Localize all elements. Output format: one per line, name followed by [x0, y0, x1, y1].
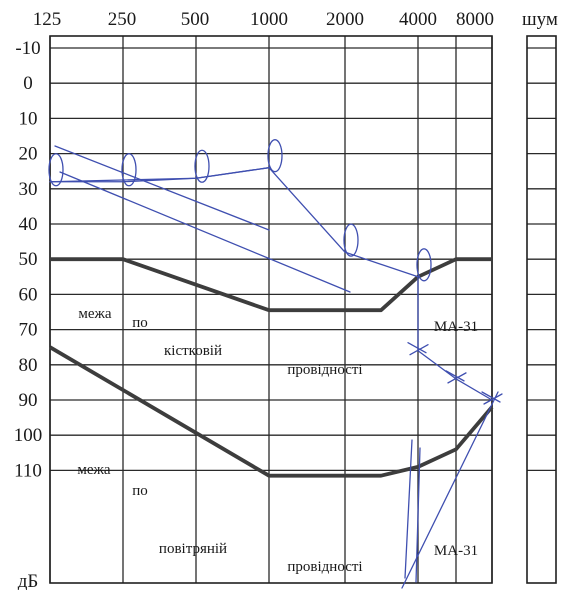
- limit-annotations: межа по кістковій провідності MA-31 межа по пов…: [77, 306, 478, 575]
- x-tick-label: 125: [33, 9, 62, 30]
- handwritten-cross-mark: [445, 370, 467, 384]
- air-limit-label: по: [132, 483, 148, 499]
- air-limit-label: межа: [77, 462, 111, 478]
- bone-conduction-limit-line: [50, 257, 492, 313]
- audiogram-frame: [49, 35, 493, 584]
- handwritten-cross-mark: [481, 391, 503, 405]
- y-tick-label: 60: [19, 284, 38, 305]
- bone-limit-label: кістковій: [164, 343, 222, 359]
- handwritten-stroke: [54, 145, 270, 231]
- handwritten-bone-trace: [49, 167, 493, 401]
- x-tick-label: 2000: [326, 9, 364, 30]
- x-tick-labels: 125 250 500 1000 2000 4000 8000: [33, 9, 494, 30]
- air-limit-label: повітряній: [159, 541, 227, 557]
- y-tick-label: 40: [19, 214, 38, 235]
- handwritten-stroke: [401, 391, 499, 589]
- noise-column-label: шум: [522, 9, 558, 30]
- air-device-label: MA-31: [434, 543, 478, 559]
- air-conduction-limit-line: [49, 345, 494, 478]
- threshold-limit-lines: [49, 257, 494, 478]
- y-tick-label: 20: [19, 144, 38, 165]
- handwritten-stroke: [415, 447, 421, 583]
- handwritten-cross-mark: [407, 342, 429, 356]
- y-tick-label: 80: [19, 355, 38, 376]
- y-tick-label: 0: [23, 73, 33, 94]
- y-tick-label: 30: [19, 179, 38, 200]
- y-tick-label: 50: [19, 249, 38, 270]
- y-tick-label: 90: [19, 390, 38, 411]
- handwritten-loop-mark: [267, 139, 283, 173]
- handwritten-loop-mark: [121, 153, 137, 187]
- y-tick-label: -10: [15, 38, 40, 59]
- x-tick-label: 500: [181, 9, 210, 30]
- y-axis-unit-label: дБ: [18, 571, 39, 590]
- y-tick-labels: -10 0 10 20 30 40 50 60 70 80 90 100 110: [14, 38, 43, 481]
- x-tick-label: 1000: [250, 9, 288, 30]
- handwritten-loop-mark: [48, 153, 64, 187]
- bone-device-label: MA-31: [434, 319, 478, 335]
- y-tick-label: 110: [14, 460, 42, 481]
- handwritten-audiogram-trace: [48, 139, 503, 589]
- noise-column: [526, 35, 557, 584]
- y-tick-label: 70: [19, 320, 38, 341]
- handwritten-stroke: [59, 171, 351, 293]
- handwritten-loop-mark: [194, 149, 210, 183]
- y-tick-label: 10: [19, 108, 38, 129]
- y-tick-label: 100: [14, 425, 43, 446]
- air-limit-label: провідності: [287, 559, 362, 575]
- bone-limit-label: межа: [78, 306, 112, 322]
- handwritten-loop-mark: [343, 223, 359, 257]
- x-tick-label: 8000: [456, 9, 494, 30]
- x-tick-label: 250: [108, 9, 137, 30]
- handwritten-loop-mark: [416, 248, 432, 282]
- x-tick-label: 4000: [399, 9, 437, 30]
- bone-limit-label: по: [132, 315, 148, 331]
- bone-limit-label: провідності: [287, 362, 362, 378]
- handwritten-stroke: [404, 439, 413, 579]
